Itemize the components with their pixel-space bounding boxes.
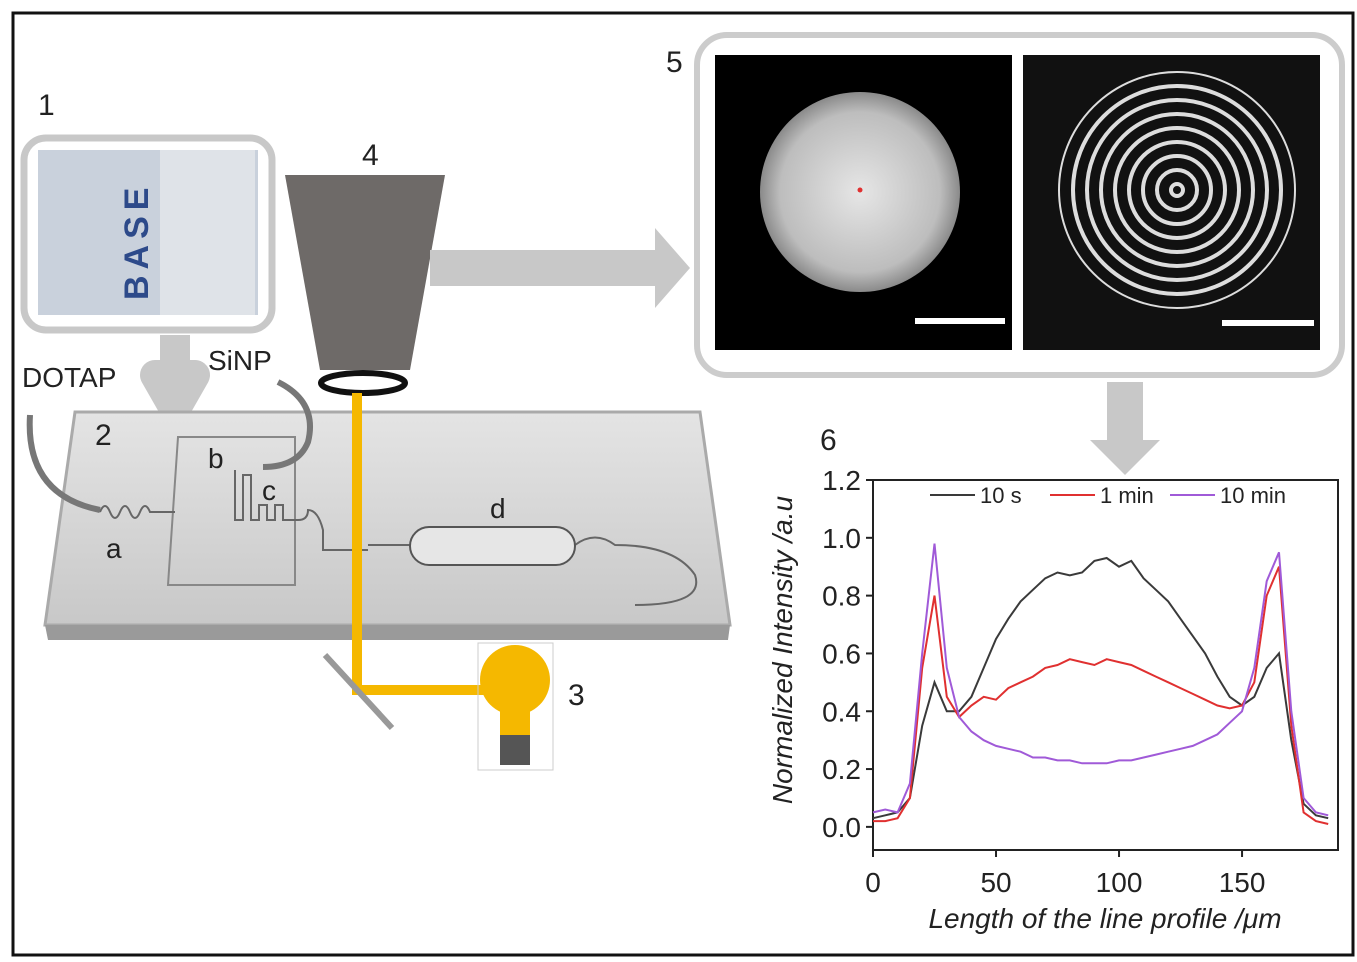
bulb bbox=[480, 645, 550, 715]
panel-5 bbox=[694, 32, 1345, 378]
series-line bbox=[872, 556, 1329, 820]
reagent-label: DOTAP bbox=[22, 362, 116, 393]
legend-label: 10 min bbox=[1220, 483, 1286, 508]
step-label: 1 bbox=[38, 89, 55, 122]
mirror bbox=[322, 652, 395, 731]
step-label: 6 bbox=[820, 424, 837, 457]
series-line bbox=[872, 543, 1329, 817]
arrow-sinp bbox=[262, 379, 313, 470]
bulb-base bbox=[500, 735, 530, 765]
y-tick-label: 0.0 bbox=[822, 812, 861, 843]
layout bbox=[11, 11, 1355, 957]
y-tick-label: 0.4 bbox=[822, 696, 861, 727]
arrow-down bbox=[1090, 382, 1160, 475]
region-label: d bbox=[490, 493, 506, 524]
rings bbox=[1058, 71, 1296, 309]
arrow-down bbox=[140, 335, 210, 425]
instrument-text: BASE bbox=[118, 182, 156, 300]
region-label: b bbox=[208, 443, 224, 474]
arrow-right bbox=[430, 228, 690, 308]
pumps bbox=[160, 150, 255, 315]
chip-inset bbox=[166, 436, 296, 586]
scale-bar bbox=[915, 318, 1005, 324]
frame bbox=[11, 11, 1355, 957]
panel-1 bbox=[20, 134, 276, 334]
plot-frame bbox=[872, 479, 1339, 851]
x-tick-label: 0 bbox=[865, 867, 881, 898]
legend-label: 1 min bbox=[1100, 483, 1154, 508]
chip bbox=[43, 410, 732, 627]
y-axis-label: Normalized Intensity /a.u bbox=[767, 496, 798, 805]
y-tick-label: 0.6 bbox=[822, 638, 861, 669]
chamber bbox=[409, 526, 576, 566]
scale-bar bbox=[1222, 320, 1314, 326]
channel-d bbox=[368, 536, 698, 606]
region-label: a bbox=[106, 533, 122, 564]
channel-a bbox=[99, 505, 175, 519]
series-line bbox=[873, 566, 1329, 825]
center-dot bbox=[857, 187, 863, 193]
objective bbox=[285, 175, 445, 370]
chip-edge bbox=[45, 625, 730, 640]
bulb-neck bbox=[500, 705, 530, 735]
lens bbox=[318, 370, 408, 396]
x-tick-label: 150 bbox=[1219, 867, 1266, 898]
step-label: 5 bbox=[666, 46, 683, 79]
arrow-dotap bbox=[26, 414, 101, 513]
x-tick-label: 50 bbox=[980, 867, 1011, 898]
bulb-box bbox=[477, 642, 554, 771]
region-label: c bbox=[262, 475, 276, 506]
step-label: 4 bbox=[362, 139, 379, 172]
channel-bc bbox=[234, 470, 368, 551]
step-label: 2 bbox=[95, 419, 112, 452]
step-label: 3 bbox=[568, 679, 585, 712]
y-tick-label: 1.2 bbox=[822, 465, 861, 496]
x-tick-label: 100 bbox=[1096, 867, 1143, 898]
y-tick-label: 1.0 bbox=[822, 523, 861, 554]
y-tick-label: 0.2 bbox=[822, 754, 861, 785]
legend-label: 10 s bbox=[980, 483, 1022, 508]
y-tick-label: 0.8 bbox=[822, 581, 861, 612]
reagent-label: SiNP bbox=[208, 345, 272, 376]
x-axis-label: Length of the line profile /μm bbox=[928, 903, 1281, 934]
